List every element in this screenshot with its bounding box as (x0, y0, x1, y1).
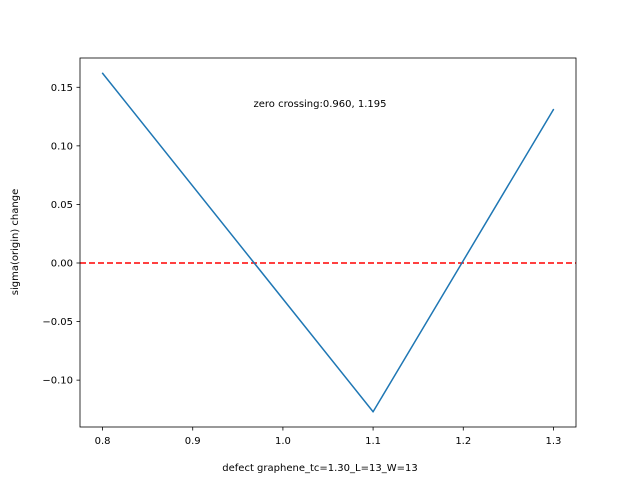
data-point (372, 411, 374, 413)
x-tick-label: 1.0 (275, 436, 291, 447)
x-tick-label: 0.8 (95, 436, 111, 447)
y-axis-label: sigma(origin) change (10, 189, 21, 295)
y-tick-label: 0.10 (51, 141, 73, 152)
x-tick-label: 1.2 (455, 436, 471, 447)
plot-area (80, 58, 576, 427)
y-tick-label: 0.00 (51, 259, 73, 270)
x-tick-label: 1.1 (365, 436, 381, 447)
x-axis-label: defect graphene_tc=1.30_L=13_W=13 (222, 463, 417, 474)
plot-frame (79, 57, 577, 428)
data-point (101, 72, 104, 74)
x-tick-label: 1.3 (546, 436, 562, 447)
y-tick-label: −0.05 (42, 317, 73, 328)
zero-crossing-annotation: zero crossing:0.960, 1.195 (254, 99, 387, 110)
y-tick-label: 0.05 (51, 200, 73, 211)
x-tick-label: 0.9 (185, 436, 201, 447)
y-tick-label: −0.10 (42, 376, 73, 387)
x-axis-ticks: 0.8 0.9 1.0 1.1 1.2 1.3 (95, 427, 562, 447)
data-point (552, 108, 555, 111)
y-tick-label: 0.15 (51, 83, 73, 94)
series-points (101, 72, 555, 413)
y-axis-ticks: −0.10 −0.05 0.00 0.05 0.10 0.15 (42, 83, 80, 387)
